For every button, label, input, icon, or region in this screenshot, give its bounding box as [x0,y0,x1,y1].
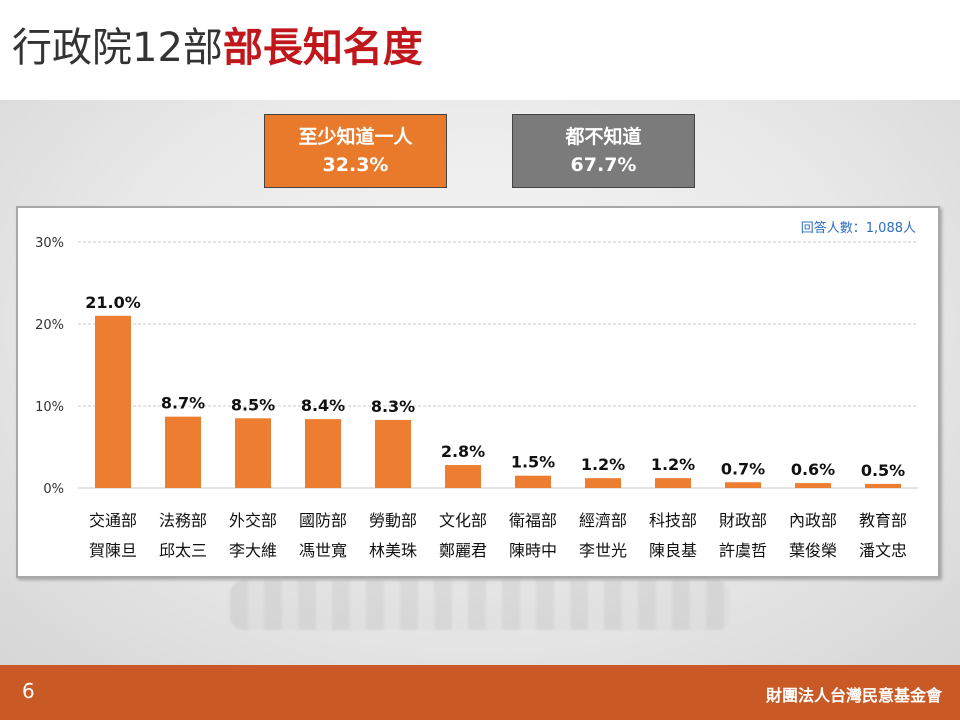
bar [445,465,481,488]
page-number: 6 [22,679,35,703]
category-label: 財政部 [719,511,767,530]
minister-name-label: 陳時中 [509,541,557,560]
chart-frame: 回答人數：1,088人 0% 10% 20% 30% 21.0% 8.7% 8.5% 8.4… [16,206,940,578]
bar-value-label: 2.8% [441,442,485,461]
unknown-value: 67.7% [570,154,637,176]
bar-value-label: 8.5% [231,395,275,414]
minister-name-label: 李世光 [579,541,627,560]
y-tick-label: 20% [35,318,64,333]
minister-name-label: 馮世寬 [299,541,347,560]
respondents-count: 回答人數：1,088人 [801,220,916,236]
minister-name-label: 賀陳旦 [89,541,137,560]
title-area: 行政院12部部長知名度 [0,0,960,100]
footer-bar: 6 財團法人台灣民意基金會 [0,665,960,720]
y-tick-label: 30% [35,236,64,251]
minister-name-label: 許虞哲 [719,541,767,560]
minister-name-label: 陳良基 [649,541,697,560]
minister-name-label: 李大維 [229,541,277,560]
minister-name-label: 葉俊榮 [789,541,837,560]
bar [375,419,411,488]
category-label: 勞動部 [369,511,417,530]
minister-name-label: 潘文忠 [859,541,907,560]
know-at-least-one-box: 至少知道一人 32.3% [264,114,447,188]
category-label: 經濟部 [579,511,627,530]
crowd-silhouette-decoration [230,580,730,630]
minister-name-label: 邱太三 [159,541,207,560]
know-value: 32.3% [322,154,389,176]
category-label: 法務部 [159,511,207,530]
bar-value-label: 8.7% [161,394,205,413]
bar-chart: 回答人數：1,088人 0% 10% 20% 30% 21.0% 8.7% 8.5% 8.4… [35,220,918,560]
bar-value-label: 1.2% [581,455,625,474]
bar-value-label: 8.4% [301,396,345,415]
bar [725,482,761,488]
know-none-box: 都不知道 67.7% [512,114,695,188]
category-label: 衛福部 [509,511,557,530]
know-label: 至少知道一人 [298,126,413,148]
category-label: 教育部 [859,511,907,530]
minister-name-label: 鄭麗君 [439,541,487,560]
minister-name-label: 林美珠 [369,541,417,560]
category-label: 交通部 [89,511,137,530]
bar [795,483,831,488]
bar-value-label: 8.3% [371,397,415,416]
bar [515,475,551,488]
y-tick-label: 0% [43,482,64,497]
bar-value-label: 1.2% [651,455,695,474]
organization-name: 財團法人台灣民意基金會 [765,686,942,705]
slide-title: 行政院12部部長知名度 [12,22,423,74]
bar [235,418,271,488]
category-label: 文化部 [439,511,487,530]
bar-value-label: 0.7% [721,459,765,478]
category-label: 內政部 [789,511,837,530]
category-label: 科技部 [649,511,697,530]
bar [305,419,341,488]
bar-value-label: 0.6% [791,460,835,479]
bar-value-label: 21.0% [85,293,141,312]
category-label: 國防部 [299,511,347,530]
unknown-label: 都不知道 [565,126,642,148]
bar-value-label: 1.5% [511,453,555,472]
title-highlight: 部長知名度 [222,25,423,71]
y-tick-label: 10% [35,400,64,415]
bar [585,478,621,488]
bar [865,483,901,488]
bar-value-label: 0.5% [861,461,905,480]
bar [165,416,201,488]
bar [95,315,131,488]
category-label: 外交部 [229,511,277,530]
title-prefix: 行政院12部 [12,25,223,71]
bar [655,478,691,488]
